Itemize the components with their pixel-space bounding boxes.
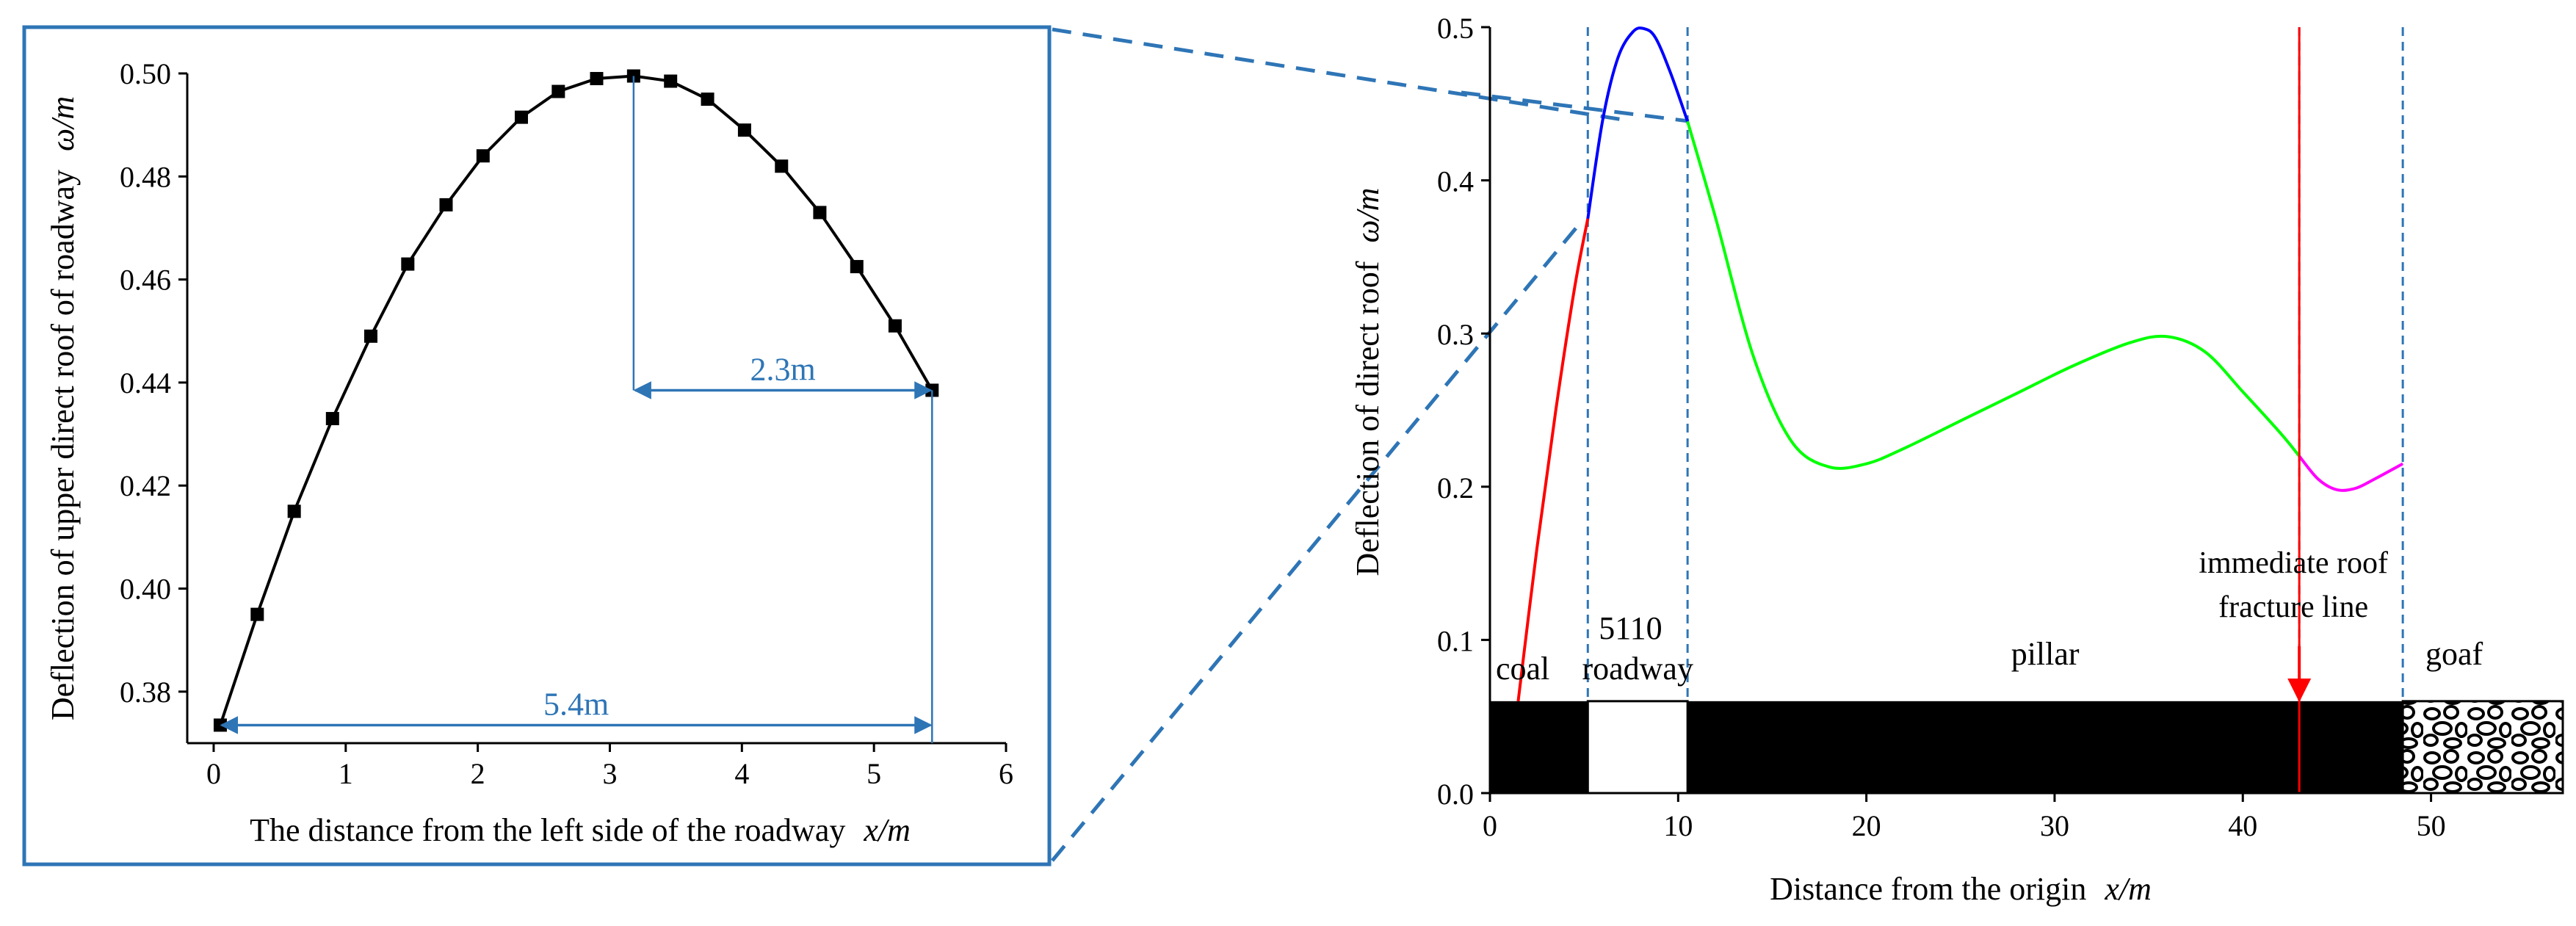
inset-series-line [219,74,934,726]
main-y-tick-label: 0.5 [1437,12,1474,45]
main-x-tick-label: 30 [2040,809,2069,842]
roadway-opening [1586,700,1689,795]
zone-label: pillar [2011,636,2080,672]
zoom-connector-mid [1461,90,1690,123]
inset-x-tick-label: 3 [602,757,617,790]
inset-dimension-label: 5.4m [543,686,609,722]
inset-y-tick-label: 0.40 [120,573,171,606]
series-pillar-line [1686,120,2301,470]
inset-y-tick-label: 0.46 [120,264,171,297]
inset-data-point [514,110,528,124]
inset-frame [22,25,1052,867]
inset-x-tick-label: 2 [471,757,485,790]
inset-data-point [888,319,902,333]
inset-data-point [813,206,827,220]
zoom-connector-bottom [1051,219,1584,862]
inset-x-tick-label: 5 [866,757,881,790]
main-y-tick-label: 0.3 [1437,318,1474,351]
inset-data-point [439,198,453,211]
inset-data-point [250,607,264,621]
inset-x-tick-label: 1 [339,757,353,790]
inset-x-tick-label: 0 [206,757,221,790]
series-goaf-line [2298,455,2404,492]
main-chart: coal 5110 roadway pillar goaf immediate roof… [1350,12,2564,907]
inset-data-point [287,504,301,518]
inset-y-tick-label: 0.44 [120,366,171,399]
inset-data-point [664,74,678,88]
inset-dimension-label: 2.3m [750,351,815,387]
inset-data-point [775,159,789,173]
inset-data-point [401,257,415,271]
main-x-tick-label: 0 [1483,809,1497,842]
inset-data-point [325,412,339,426]
inset-data-point [701,93,714,106]
goaf-rubble [2401,700,2564,795]
inset-y-tick-label: 0.42 [120,469,171,502]
main-x-tick-label: 20 [1852,809,1881,842]
main-x-tick-label: 10 [1663,809,1693,842]
inset-y-label: Deflection of upper direct roof of roadw… [45,96,81,720]
fracture-label: immediate roof [2199,546,2388,580]
zone-label: 5110 [1599,610,1662,646]
main-y-tick-label: 0.0 [1437,778,1474,811]
series-coal-line [1516,218,1590,702]
inset-data-point [737,123,751,137]
main-y-tick-label: 0.1 [1437,624,1474,657]
main-y-tick-label: 0.2 [1437,471,1474,504]
series-roadway-line [1586,26,1690,220]
inset-x-tick-label: 4 [734,757,749,790]
main-x-tick-label: 40 [2228,809,2257,842]
main-y-label: Deflection of direct roof ω/m [1350,188,1386,576]
zone-label-line2: roadway [1582,651,1693,687]
zone-label: coal [1496,651,1549,687]
inset-x-tick-label: 6 [999,757,1013,790]
inset-y-tick-label: 0.50 [120,57,171,90]
main-y-tick-label: 0.4 [1437,165,1474,198]
inset-y-tick-label: 0.38 [120,676,171,709]
inset-x-label: The distance from the left side of the r… [250,812,911,848]
fracture-label-line2: fracture line [2218,590,2368,624]
inset-data-point [850,260,864,274]
zoom-connector-top [1052,27,1624,122]
main-x-label: Distance from the origin x/m [1770,871,2152,907]
inset-y-tick-label: 0.48 [120,160,171,193]
inset-data-point [551,84,565,98]
inset-chart: 0 1 2 3 4 5 6 0.38 0.40 0.42 0.44 0.46 0.48 0.50 The… [22,25,1052,867]
main-x-tick-label: 50 [2417,809,2446,842]
zone-label: goaf [2425,636,2483,672]
inset-data-point [476,149,490,163]
inset-data-point [590,72,604,86]
inset-data-point [363,329,377,343]
